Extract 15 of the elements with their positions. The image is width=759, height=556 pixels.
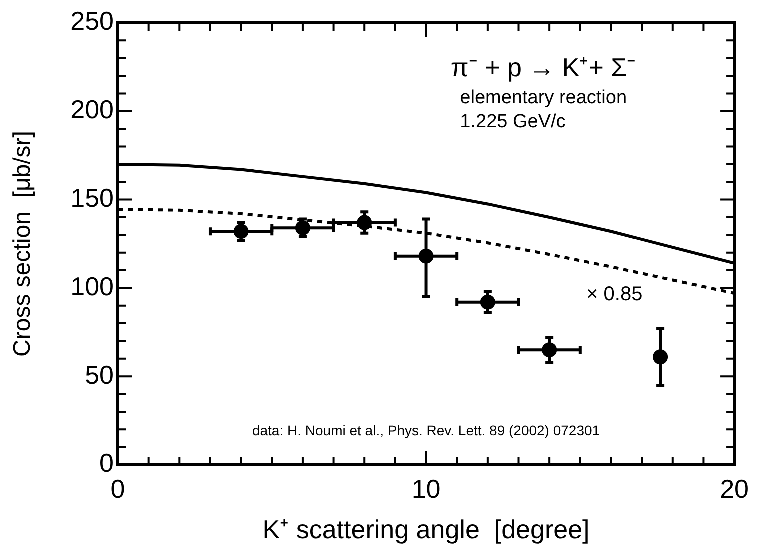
annotation: data: H. Noumi et al., Phys. Rev. Lett. 89 (2002) 072301 xyxy=(252,422,600,439)
y-tick-label: 0 xyxy=(100,448,114,478)
y-tick-label: 200 xyxy=(70,94,114,125)
y-tick-label: 150 xyxy=(70,182,114,213)
annotation: × 0.85 xyxy=(586,283,643,306)
x-tick-label: 10 xyxy=(412,474,441,504)
y-tick-label: 50 xyxy=(85,360,114,390)
x-axis-title: K⁺ scattering angle [degree] xyxy=(262,514,590,545)
y-tick-label: 250 xyxy=(70,6,114,36)
annotation: π⁻ + p → K⁺+ Σ⁻ xyxy=(450,52,636,83)
annotation: 1.225 GeV/c xyxy=(460,112,566,133)
annotation: elementary reaction xyxy=(460,87,628,108)
y-axis-title: Cross section [μb/sr] xyxy=(9,131,36,357)
x-tick-label: 20 xyxy=(720,474,749,504)
y-tick-label: 100 xyxy=(70,271,114,302)
